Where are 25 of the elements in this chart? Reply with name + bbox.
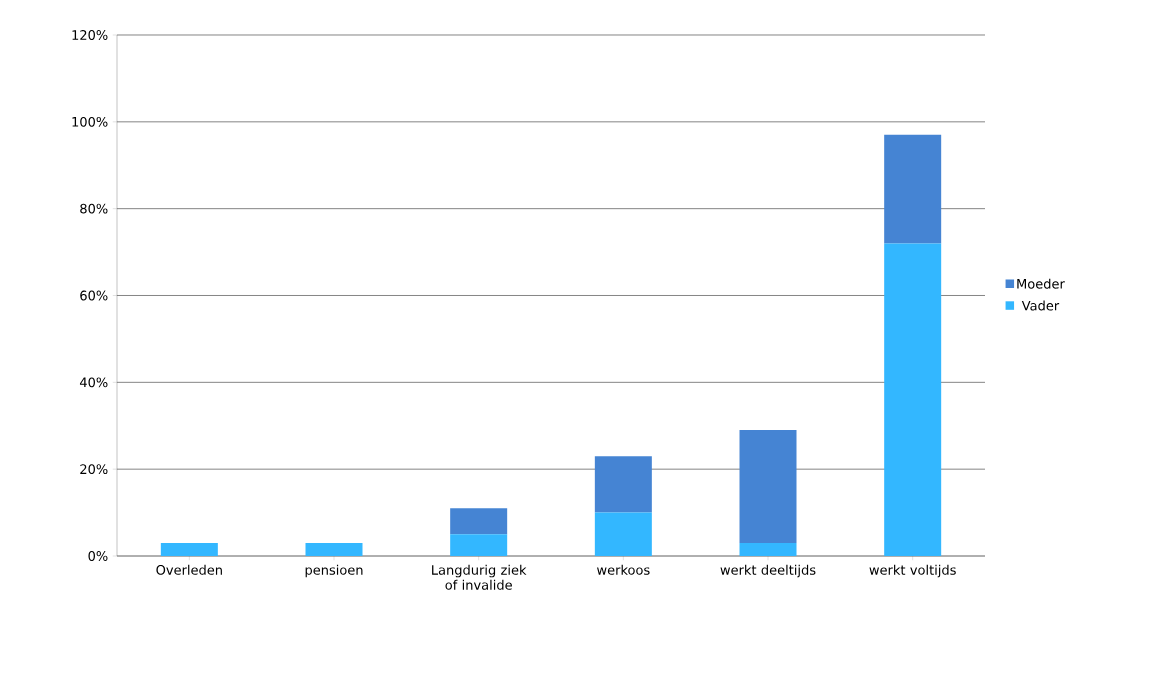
bar [884, 243, 942, 556]
x-tick-label: pensioen [305, 564, 363, 578]
y-tick-label: 120% [72, 30, 108, 40]
bar [594, 512, 652, 556]
x-tick-label: werkt deeltijds [720, 564, 816, 578]
y-tick-label: 20% [80, 464, 108, 475]
x-tick-label: werkoos [597, 564, 650, 575]
bar [305, 542, 363, 556]
legend-label: Vader [1021, 300, 1060, 311]
bar [739, 430, 797, 543]
bar [884, 134, 942, 244]
x-tick-label: Langdurig ziek of invalide [432, 564, 527, 590]
bar [160, 542, 218, 556]
x-tick-label: werkt voltijds [869, 564, 956, 578]
y-tick-label: 0% [88, 551, 108, 561]
y-tick-label: 40% [79, 377, 108, 388]
x-tick-label: Overleden [156, 564, 222, 575]
y-tick-label: 80% [80, 203, 108, 214]
legend-label: Moeder [1017, 278, 1065, 289]
y-tick-label: 100% [72, 116, 108, 127]
bar [450, 534, 508, 556]
bar [594, 456, 652, 513]
bar [450, 508, 508, 535]
bar [739, 542, 797, 556]
y-tick-label: 60% [80, 290, 108, 301]
